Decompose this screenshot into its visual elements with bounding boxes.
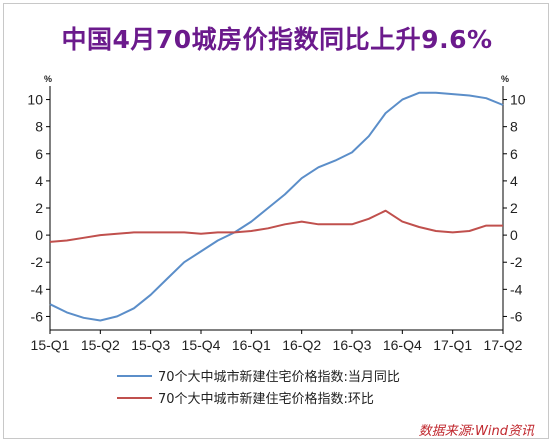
x-tick-label: 15-Q3 (131, 337, 170, 353)
y-unit-left: % (44, 74, 52, 84)
y-tick-label-right: 10 (510, 92, 526, 108)
series-layer (49, 91, 504, 322)
axes: % % -6 -6 -4 -4 -2 -2 0 0 2 2 4 4 6 6 8 8 10 10 15-Q1 15-Q2 15… (27, 74, 525, 353)
y-unit-right: % (501, 74, 509, 84)
legend: 70个大中城市新建住宅价格指数:当月同比 70个大中城市新建住宅价格指数:环比 (117, 369, 400, 407)
y-tick-label-left: 6 (35, 146, 43, 162)
y-tick-label-right: -2 (510, 254, 523, 270)
x-tick-label: 15-Q2 (81, 337, 120, 353)
y-tick-label-left: 2 (35, 200, 43, 216)
legend-label-mom: 70个大中城市新建住宅价格指数:环比 (158, 391, 374, 407)
y-tick-label-left: 0 (35, 227, 43, 243)
y-tick-label-right: 0 (510, 227, 518, 243)
y-tick-label-left: -4 (31, 281, 44, 297)
series-line-yoy (49, 91, 504, 322)
x-tick-label: 17-Q2 (484, 337, 523, 353)
y-tick-label-left: 10 (27, 92, 43, 108)
x-tick-label: 15-Q1 (31, 337, 70, 353)
x-tick-label: 16-Q2 (282, 337, 321, 353)
data-source: 数据来源:Wind资讯 (418, 424, 534, 439)
y-tick-label-right: 2 (510, 200, 518, 216)
chart-frame (3, 3, 549, 439)
series-line-mom (49, 209, 503, 243)
y-tick-label-left: -6 (31, 308, 44, 324)
y-tick-label-right: -6 (510, 308, 523, 324)
y-tick-label-left: 4 (35, 173, 43, 189)
y-tick-label-right: -4 (510, 281, 523, 297)
y-tick-label-right: 6 (510, 146, 518, 162)
y-tick-label-left: 8 (35, 119, 43, 135)
x-tick-label: 17-Q1 (433, 337, 472, 353)
x-tick-label: 16-Q3 (333, 337, 372, 353)
y-tick-label-right: 4 (510, 173, 518, 189)
y-tick-label-right: 8 (510, 119, 518, 135)
y-tick-label-left: -2 (31, 254, 44, 270)
legend-label-yoy: 70个大中城市新建住宅价格指数:当月同比 (158, 369, 400, 385)
x-tick-label: 16-Q4 (383, 337, 422, 353)
x-tick-label: 16-Q1 (232, 337, 271, 353)
chart-title: 中国4月70城房价指数同比上升9.6% (61, 25, 493, 54)
x-tick-label: 15-Q4 (182, 337, 221, 353)
